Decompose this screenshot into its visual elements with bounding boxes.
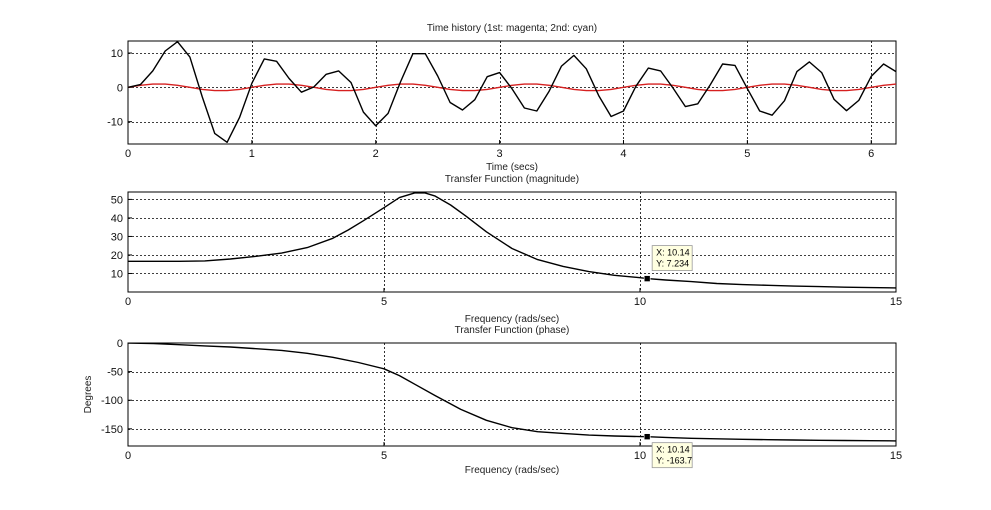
datatip-x-label: X: 10.14 [656, 248, 690, 258]
x-axis-label: Frequency (rads/sec) [465, 465, 559, 476]
x-tick-label: 15 [890, 450, 902, 462]
series-line-input [128, 83, 896, 92]
plot-area [127, 40, 897, 145]
x-tick-label: 10 [634, 450, 646, 462]
plot-area [127, 342, 897, 447]
chart-panel-phase: Transfer Function (phase) 0 5 10 15 -150 -100 -… [83, 325, 902, 476]
x-tick-label: 1 [249, 148, 255, 160]
datatip-x-label: X: 10.14 [656, 445, 690, 455]
y-tick-label: 0 [117, 82, 123, 94]
y-tick-label: -100 [101, 395, 123, 407]
y-tick-label: -10 [107, 117, 123, 129]
plot-area [127, 191, 897, 293]
x-tick-label: 10 [634, 296, 646, 308]
y-tick-label: 40 [111, 213, 123, 225]
chart-panel-magnitude: Transfer Function (magnitude) 0 5 10 15 10 20 3… [111, 174, 902, 325]
y-tick-label: -150 [101, 424, 123, 436]
x-tick-label: 5 [744, 148, 750, 160]
x-tick-label: 2 [373, 148, 379, 160]
x-axis-label: Frequency (rads/sec) [465, 314, 559, 325]
x-tick-label: 3 [497, 148, 503, 160]
datatip-marker [643, 275, 651, 282]
datatip-box [651, 245, 693, 272]
chart-title: Time history (1st: magenta; 2nd: cyan) [427, 23, 597, 34]
x-tick-label: 0 [125, 450, 131, 462]
y-tick-label: 0 [117, 338, 123, 350]
y-axis-label: Degrees [83, 376, 94, 414]
y-tick-label: 10 [111, 48, 123, 60]
x-tick-label: 4 [620, 148, 626, 160]
chart-title: Transfer Function (magnitude) [445, 174, 579, 185]
y-tick-label: 50 [111, 194, 123, 206]
x-tick-label: 0 [125, 148, 131, 160]
x-tick-label: 5 [381, 450, 387, 462]
x-tick-label: 15 [890, 296, 902, 308]
y-tick-label: -50 [107, 367, 123, 379]
datatip-y-label: Y: 7.234 [656, 259, 689, 269]
series-line-response [128, 343, 896, 442]
y-tick-label: 30 [111, 231, 123, 243]
x-tick-label: 0 [125, 296, 131, 308]
datatip-y-label: Y: -163.7 [656, 456, 692, 466]
y-tick-label: 20 [111, 250, 123, 262]
series-line-response [128, 192, 896, 289]
x-tick-label: 5 [381, 296, 387, 308]
chart-title: Transfer Function (phase) [455, 325, 570, 336]
datatip-box [651, 442, 693, 469]
series-line-response [128, 41, 896, 144]
x-axis-label: Time (secs) [486, 162, 538, 173]
y-tick-label: 10 [111, 268, 123, 280]
x-tick-label: 6 [868, 148, 874, 160]
datatip-marker [643, 433, 651, 440]
chart-panel-time: Time history (1st: magenta; 2nd: cyan) 0 1… [107, 23, 897, 173]
